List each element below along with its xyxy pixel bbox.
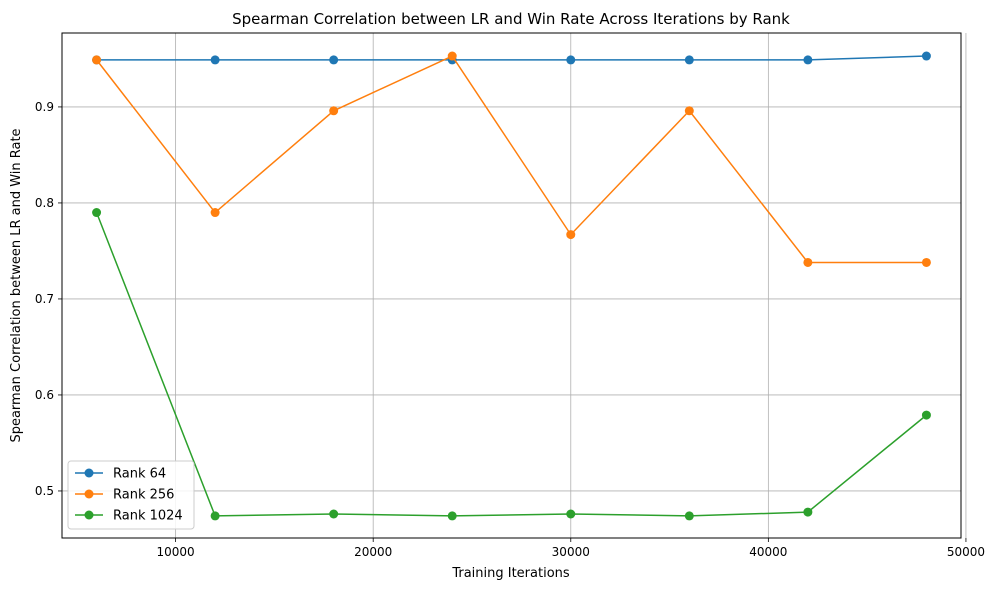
x-axis: 10000 20000 30000 40000 50000 — [157, 538, 985, 559]
data-point — [447, 511, 457, 521]
legend-marker — [84, 468, 94, 478]
legend-label: Rank 1024 — [113, 509, 183, 524]
data-point — [210, 511, 220, 521]
legend-marker — [84, 510, 94, 520]
legend-item: Rank 256 — [75, 488, 174, 503]
data-point — [329, 106, 339, 116]
data-point — [92, 55, 102, 65]
data-point — [92, 208, 102, 218]
data-point — [803, 257, 813, 267]
data-point — [684, 106, 694, 116]
data-point — [566, 509, 576, 519]
legend-label: Rank 64 — [113, 467, 166, 482]
x-tick-label: 30000 — [552, 545, 590, 559]
data-point — [566, 55, 576, 65]
legend-box — [67, 460, 195, 530]
data-point — [921, 51, 931, 61]
legend-item: Rank 64 — [75, 467, 166, 482]
legend: Rank 64 Rank 256 Rank 1024 — [67, 460, 195, 530]
y-tick-label: 0.5 — [35, 484, 54, 498]
series-rank-64 — [92, 51, 931, 65]
x-axis-title: Training Iterations — [451, 566, 570, 581]
legend-label: Rank 256 — [113, 488, 174, 503]
y-tick-label: 0.7 — [35, 292, 54, 306]
series-rank-256 — [92, 51, 931, 267]
y-axis: 0.5 0.6 0.7 0.8 0.9 — [35, 100, 62, 498]
x-tick-label: 20000 — [354, 545, 392, 559]
y-tick-label: 0.9 — [35, 100, 54, 114]
x-tick-label: 10000 — [157, 545, 195, 559]
y-axis-title: Spearman Correlation between LR and Win … — [9, 128, 24, 442]
series-rank-1024 — [92, 208, 931, 521]
data-point — [329, 509, 339, 519]
x-tick-label: 50000 — [947, 545, 985, 559]
data-point — [684, 511, 694, 521]
data-point — [566, 230, 576, 240]
legend-marker — [84, 489, 94, 499]
series-line — [95, 55, 927, 264]
grid — [62, 33, 967, 538]
data-point — [684, 55, 694, 65]
data-point — [921, 257, 931, 267]
data-point — [210, 208, 220, 218]
data-point — [210, 55, 220, 65]
series-line — [96, 55, 927, 61]
plot-frame — [61, 32, 962, 539]
data-point — [803, 507, 813, 517]
data-point — [329, 55, 339, 65]
data-point — [803, 55, 813, 65]
data-point — [921, 410, 931, 420]
data-point — [447, 51, 457, 61]
legend-item: Rank 1024 — [75, 509, 183, 524]
y-tick-label: 0.6 — [35, 388, 54, 402]
series-line — [95, 212, 927, 517]
series-layer — [92, 51, 931, 521]
y-tick-label: 0.8 — [35, 196, 54, 210]
chart-title: Spearman Correlation between LR and Win … — [232, 10, 790, 28]
x-tick-label: 40000 — [749, 545, 787, 559]
